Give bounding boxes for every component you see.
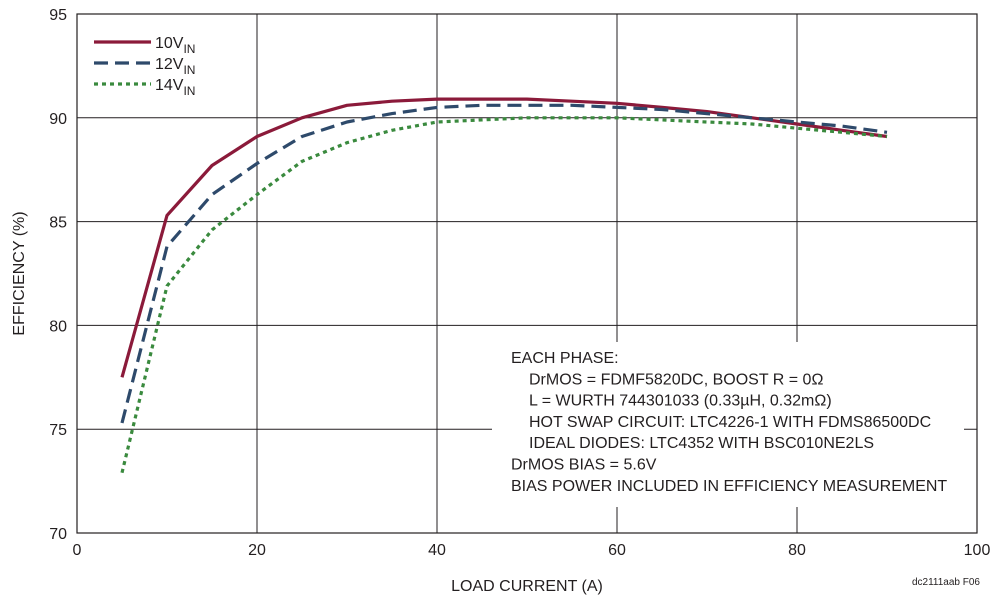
x-tick-labels: 0 20 40 60 80 100 — [73, 542, 991, 559]
annotation-background — [492, 342, 964, 507]
x-tick-label: 20 — [248, 542, 266, 559]
annotation-line: DrMOS = FDMF5820DC, BOOST R = 0Ω — [529, 371, 823, 388]
series-layer — [120, 97, 888, 474]
annotation-note: EACH PHASE: DrMOS = FDMF5820DC, BOOST R =… — [511, 350, 947, 495]
legend-label: 12VIN — [155, 56, 195, 77]
x-tick-label: 0 — [73, 542, 82, 559]
legend-label-subscript: IN — [183, 84, 195, 98]
annotation-line: BIAS POWER INCLUDED IN EFFICIENCY MEASUR… — [511, 478, 947, 495]
y-tick-label: 70 — [49, 526, 67, 543]
annotation-line: IDEAL DIODES: LTC4352 WITH BSC010NE2LS — [529, 435, 874, 452]
annotation-line: L = WURTH 744301033 (0.33µH, 0.32mΩ) — [529, 393, 832, 410]
annotation-line: HOT SWAP CIRCUIT: LTC4226-1 WITH FDMS865… — [529, 414, 931, 431]
x-tick-label: 100 — [964, 542, 991, 559]
x-axis-title: LOAD CURRENT (A) — [451, 578, 603, 595]
x-tick-label: 80 — [788, 542, 806, 559]
series-line — [120, 103, 888, 424]
plot-frame — [76, 13, 978, 534]
legend-label-subscript: IN — [183, 63, 195, 77]
figure-id: dc2111aab F06 — [912, 577, 980, 588]
annotation-line: EACH PHASE: — [511, 350, 619, 367]
legend-label: 10VIN — [155, 35, 195, 56]
series-line — [120, 116, 888, 474]
y-tick-label: 95 — [49, 7, 67, 24]
y-tick-label: 90 — [49, 111, 67, 128]
annotation-line: DrMOS BIAS = 5.6V — [511, 457, 657, 474]
y-tick-labels: 70 75 80 85 90 95 — [49, 7, 67, 543]
series-line — [120, 97, 888, 378]
y-tick-label: 80 — [49, 318, 67, 335]
x-tick-label: 40 — [428, 542, 446, 559]
y-axis-title: EFFICIENCY (%) — [11, 211, 28, 335]
legend-label-subscript: IN — [183, 42, 195, 56]
y-tick-label: 85 — [49, 215, 67, 232]
x-tick-label: 60 — [608, 542, 626, 559]
y-tick-label: 75 — [49, 422, 67, 439]
legend-label: 14VIN — [155, 77, 195, 98]
